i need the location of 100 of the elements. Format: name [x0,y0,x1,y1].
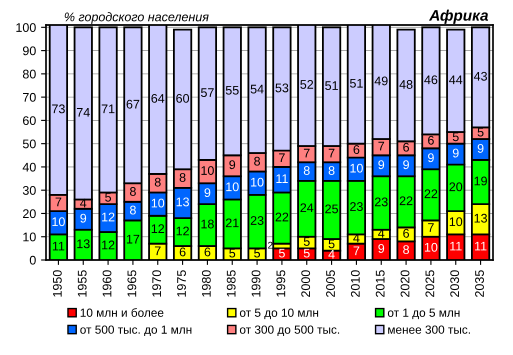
y-tick-label: 60 [23,116,36,126]
x-tick-label: 2030 [450,270,460,297]
data-label: 11 [52,242,64,250]
data-label: 6 [403,228,410,238]
data-label: 20 [449,182,462,192]
data-label: 10 [450,217,462,226]
data-label: 6 [428,136,434,145]
data-label: 9 [403,160,409,170]
data-label: 13 [176,198,189,206]
data-label: 7 [428,223,434,232]
data-label: 9 [452,148,459,158]
y-axis-title: % городского населения [64,12,209,24]
data-label: 7 [56,198,62,206]
legend-label: от 300 до 500 тыс. [240,325,340,336]
x-tick-label: 2015 [376,270,385,297]
data-label: 6 [403,142,410,152]
data-label: 48 [399,80,412,89]
data-label: 46 [424,75,438,84]
data-label: 7 [304,148,310,158]
data-label: 22 [400,196,412,206]
data-label: 8 [180,173,186,182]
data-label: 21 [226,218,239,228]
data-label: 19 [474,176,487,186]
data-label: 10 [152,198,164,208]
y-tick-label: 100 [16,23,36,32]
data-label: 23 [250,216,264,225]
y-tick-label: 50 [22,139,36,148]
x-tick-label: 2035 [475,270,484,297]
data-label: 6 [204,248,210,256]
data-label: 22 [424,189,438,198]
data-label: 4 [328,250,335,259]
data-label: 9 [378,244,384,253]
data-label: 52 [300,80,314,89]
x-tick-label: 1970 [152,270,162,297]
data-label: 12 [102,212,114,222]
x-tick-label: 1985 [226,270,236,297]
x-tick-label: 2010 [350,270,360,297]
data-label: 7 [354,246,360,256]
data-label: 51 [350,78,363,88]
data-label: 9 [378,160,384,170]
data-label: 53 [275,83,288,92]
data-label: 7 [328,148,334,158]
data-label: 23 [350,202,363,212]
data-label: 11 [450,242,462,250]
data-label: 13 [474,214,487,223]
y-tick-label: 40 [22,162,36,172]
data-label: 10 [424,242,438,252]
x-tick-label: 1960 [102,270,112,297]
y-tick-label: 30 [22,186,36,195]
data-label: 5 [278,248,285,258]
x-tick-label: 1995 [276,270,286,297]
x-tick-label: 1950 [52,270,62,297]
data-label: 55 [226,86,239,95]
data-label: 10 [226,182,239,192]
legend-label: от 500 тыс. до 1 млн [80,325,192,336]
data-label: 54 [250,84,264,94]
chart-title: Африка [428,10,488,24]
data-label: 8 [154,178,161,187]
data-label: 44 [449,75,462,84]
legend-label: 10 млн и более [80,308,164,317]
data-label: 67 [126,100,140,109]
data-label: 51 [325,81,338,90]
data-label: 7 [279,153,285,162]
data-label: 5 [304,248,310,258]
data-label: 9 [229,160,236,170]
data-label: 24 [300,203,314,212]
data-label: 57 [200,88,214,97]
data-label: 12 [102,240,114,250]
x-tick-label: 2025 [425,270,434,297]
data-label: 10 [201,166,214,175]
y-tick-label: 10 [23,232,36,242]
data-label: 18 [201,220,214,228]
data-label: 9 [80,214,86,223]
data-label: 10 [350,164,363,173]
x-tick-label: 1965 [127,270,136,297]
data-label: 8 [130,206,136,214]
x-tick-label: 2005 [326,270,335,297]
legend-label: от 1 до 5 млн [388,308,460,320]
x-tick-label: 1990 [252,270,260,297]
data-label: 12 [152,224,164,233]
data-label: 7 [378,142,384,150]
x-tick-label: 2000 [301,270,310,297]
data-label: 74 [76,108,90,117]
y-tick-label: 20 [23,209,36,218]
data-label: 49 [374,76,388,86]
data-label: 60 [176,94,190,103]
data-label: 71 [102,104,114,114]
data-label: 11 [276,174,288,183]
data-label: 9 [478,144,484,153]
data-label: 8 [130,187,136,196]
data-label: 8 [304,166,310,175]
data-label: 5 [254,248,260,258]
x-tick-label: 1975 [177,270,186,297]
legend-label: менее 300 тыс. [388,325,470,334]
legend-label: от 5 до 10 млн [240,308,318,320]
data-label: 5 [478,128,484,137]
data-label: 12 [176,226,189,236]
data-label: 9 [428,153,434,162]
data-label: 13 [77,239,90,248]
data-label: 10 [52,217,65,226]
